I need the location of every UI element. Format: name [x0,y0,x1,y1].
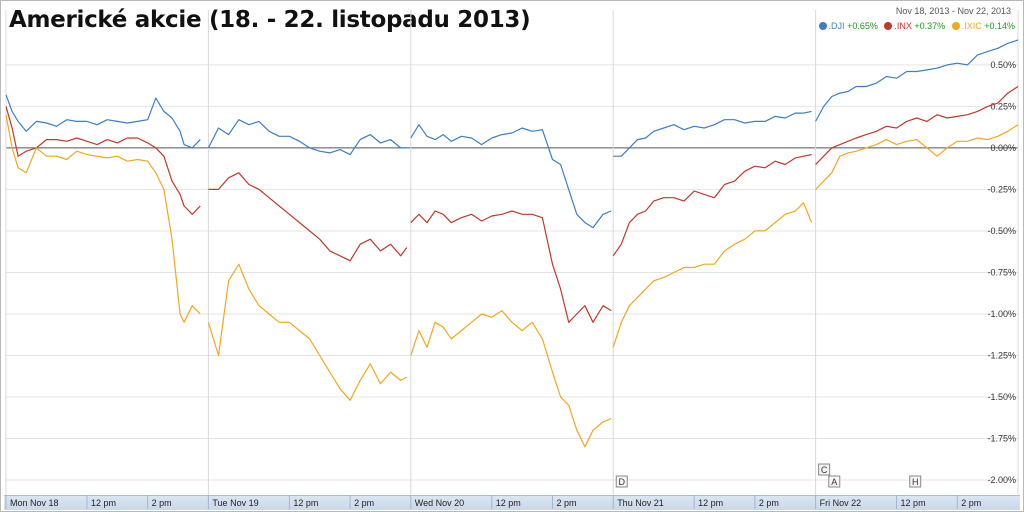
series-line-dji [5,94,201,149]
chart-legend: .DJI +0.65% .INX +0.37% .IXIC +0.14% [815,21,1015,31]
legend-name: .DJI [828,21,845,31]
legend-item-inx[interactable]: .INX +0.37% [884,21,945,31]
series-line-ixic [612,202,813,348]
legend-dot-icon [951,22,960,30]
y-tick-label: -0.50% [987,226,1016,236]
x-tick-label: 12 pm [293,498,318,508]
event-marker-h [909,475,922,488]
series-line-inx [208,172,408,262]
x-tick-label: 12 pm [698,498,723,508]
y-tick-label: -2.00% [987,475,1016,485]
x-tick-label: 12 pm [91,498,116,508]
y-tick-label: -0.75% [987,267,1016,277]
series-line-inx [410,210,612,323]
date-range-separator: - [951,6,955,16]
x-tick-label: Fri Nov 22 [820,498,862,508]
y-tick-label: -0.25% [987,184,1016,194]
series-line-ixic [410,310,612,448]
y-tick-label: -1.75% [987,433,1016,443]
x-tick-label: 2 pm [759,498,779,508]
x-tick-label: 2 pm [556,498,576,508]
y-tick-label: -1.00% [987,309,1016,319]
series-line-dji [613,110,812,157]
event-marker-c [818,463,831,476]
x-tick-label: Mon Nov 18 [10,498,59,508]
legend-item-ixic[interactable]: .IXIC +0.14% [951,21,1015,31]
time-axis-bar[interactable] [4,495,1020,510]
series-line-dji [410,124,612,229]
event-marker-d [615,475,628,488]
series-line-dji [815,39,1019,122]
legend-name: .IXIC [961,21,982,31]
y-tick-label: 0.25% [990,101,1016,111]
x-tick-label: 12 pm [901,498,926,508]
series-line-ixic [815,124,1019,190]
x-tick-label: Thu Nov 21 [617,498,664,508]
y-tick-label: -1.25% [987,350,1016,360]
y-tick-label: 0.00% [990,143,1016,153]
series-line-inx [815,85,1019,165]
event-marker-label: D [618,477,625,487]
event-marker-label: A [831,477,837,487]
series-line-ixic [5,114,201,323]
legend-dot-icon [818,22,827,30]
date-range-end: Nov 22, 2013 [957,6,1011,16]
x-tick-label: 2 pm [152,498,172,508]
series-line-inx [612,154,812,257]
x-tick-label: 2 pm [961,498,981,508]
series-line-ixic [207,263,408,401]
y-tick-label: 0.50% [990,60,1016,70]
chart-title: Americké akcie (18. - 22. listopadu 2013… [9,7,531,33]
series-line-dji [207,119,407,156]
legend-name: .INX [894,21,912,31]
legend-change: +0.14% [984,21,1015,31]
date-range-start: Nov 18, 2013 [895,6,950,16]
legend-item-dji[interactable]: .DJI +0.65% [818,21,878,31]
legend-change: +0.37% [914,21,946,31]
legend-change: +0.65% [847,21,878,31]
series-line-inx [5,106,201,215]
x-tick-label: Wed Nov 20 [415,498,464,508]
x-tick-label: Tue Nov 19 [212,498,258,508]
event-marker-label: H [912,477,919,487]
y-tick-label: -1.50% [987,392,1016,402]
event-marker-label: C [821,465,828,475]
date-range: Nov 18, 2013 - Nov 22, 2013 [896,6,1011,16]
event-marker-a [828,475,841,488]
x-tick-label: 12 pm [496,498,521,508]
x-tick-label: 2 pm [354,498,374,508]
legend-dot-icon [884,22,893,30]
